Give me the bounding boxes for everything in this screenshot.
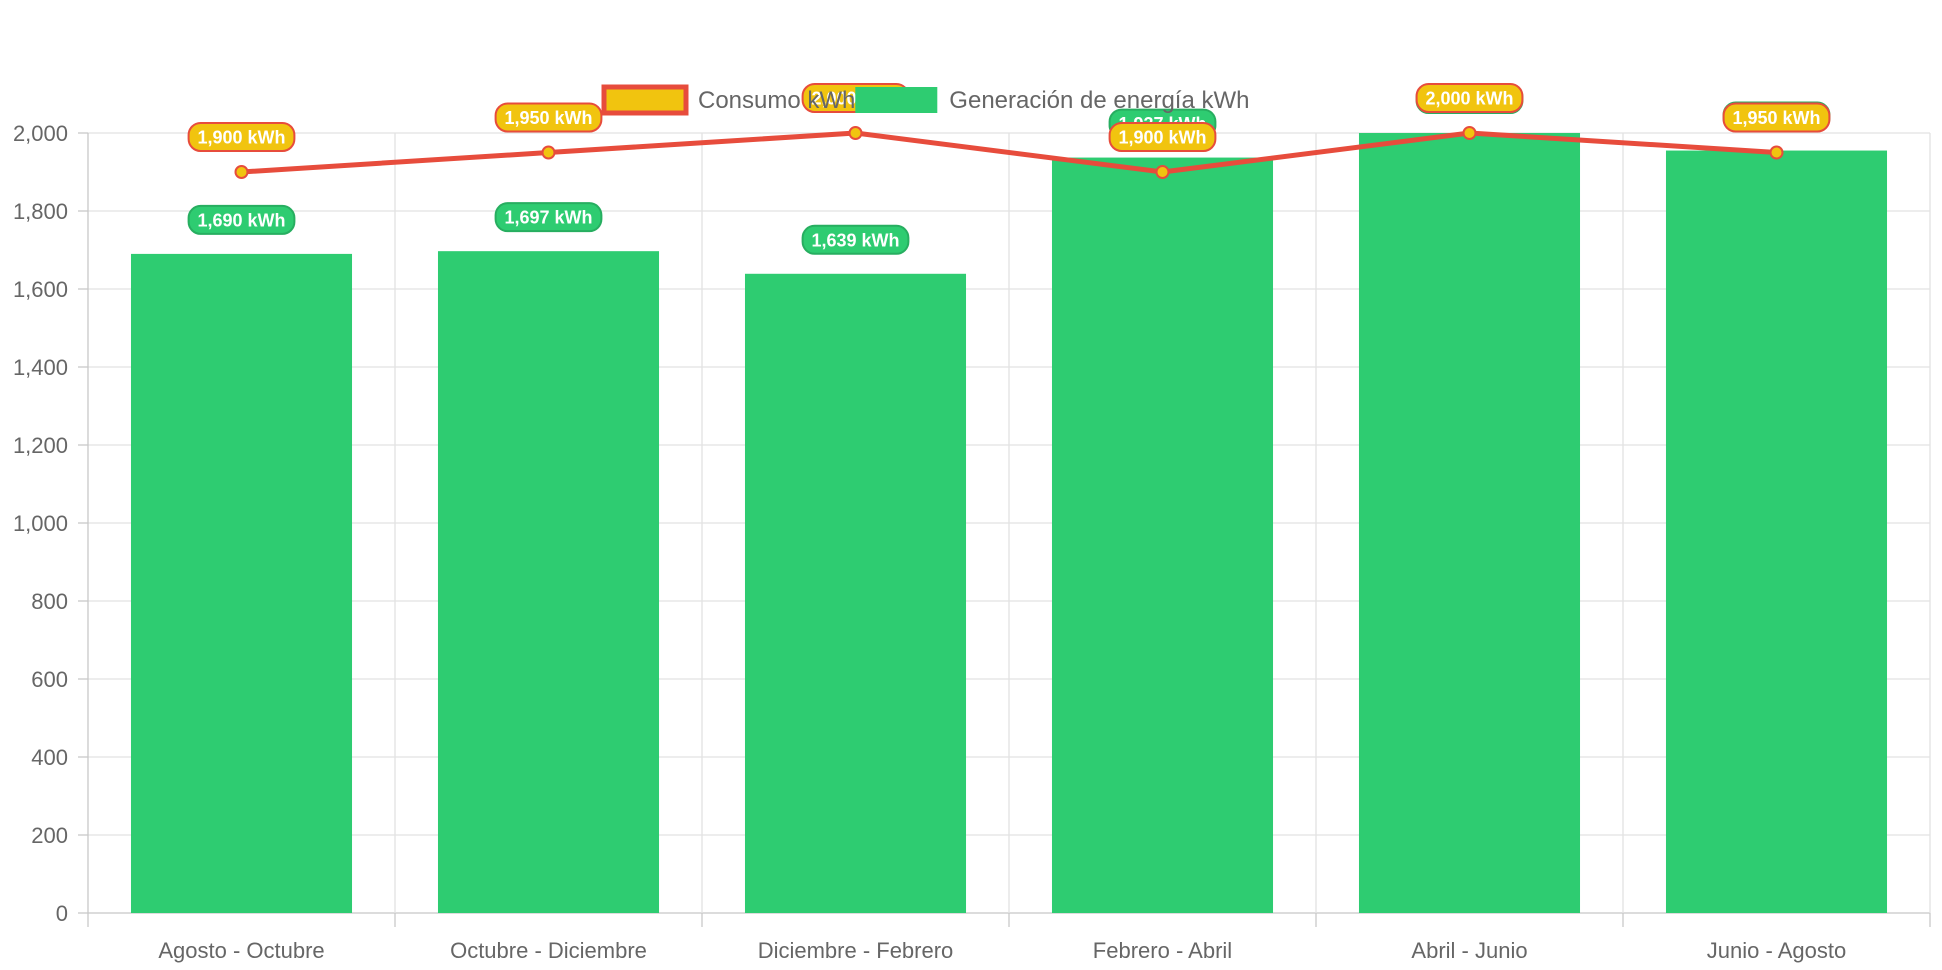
y-tick-label: 1,400 bbox=[13, 355, 68, 380]
y-tick-label: 1,000 bbox=[13, 511, 68, 536]
data-label-consumo-text: 2,000 kWh bbox=[1425, 89, 1513, 109]
y-tick-label: 0 bbox=[56, 901, 68, 926]
x-tick-label: Diciembre - Febrero bbox=[758, 938, 954, 963]
line-series-layer bbox=[234, 126, 1784, 179]
x-tick-label: Agosto - Octubre bbox=[158, 938, 324, 963]
x-tick-label: Abril - Junio bbox=[1411, 938, 1527, 963]
data-label-consumo-box bbox=[494, 102, 603, 133]
bar-generacion[interactable] bbox=[744, 273, 967, 913]
y-tick-label: 400 bbox=[31, 745, 68, 770]
bar-generacion[interactable] bbox=[1665, 150, 1888, 914]
grid-layer bbox=[87, 132, 1931, 914]
bar-generacion[interactable] bbox=[1358, 133, 1581, 913]
point-consumo[interactable] bbox=[1769, 145, 1784, 160]
bar-generacion[interactable] bbox=[1051, 157, 1274, 913]
legend-label: Generación de energía kWh bbox=[949, 87, 1249, 114]
y-tick-label: 200 bbox=[31, 823, 68, 848]
legend-item[interactable]: Generación de energía kWh bbox=[855, 87, 1249, 114]
data-label-consumo: 2,000 kWh bbox=[1415, 83, 1524, 113]
data-label-generacion: 1,697 kWh bbox=[494, 202, 603, 233]
y-tick-label: 800 bbox=[31, 589, 68, 614]
data-label-generacion-text: 1,697 kWh bbox=[504, 208, 592, 228]
data-label-generacion-box bbox=[187, 204, 296, 235]
legend-item[interactable]: Consumo kWh bbox=[601, 84, 855, 116]
bar-generacion[interactable] bbox=[437, 251, 660, 914]
data-label-consumo-box bbox=[1722, 102, 1831, 133]
data-label-generacion: 1,690 kWh bbox=[187, 204, 296, 235]
y-tick-label: 1,200 bbox=[13, 433, 68, 458]
y-tick-label: 1,600 bbox=[13, 277, 68, 302]
data-label-consumo-text: 1,900 kWh bbox=[197, 128, 285, 148]
data-label-consumo-text: 1,950 kWh bbox=[504, 108, 592, 128]
point-consumo[interactable] bbox=[541, 145, 556, 160]
data-label-consumo-text: 1,900 kWh bbox=[1118, 128, 1206, 148]
legend[interactable]: Consumo kWh Generación de energía kWh bbox=[601, 84, 1249, 116]
bar-series-layer bbox=[130, 133, 1888, 914]
point-consumo[interactable] bbox=[1155, 165, 1170, 179]
data-label-consumo-text: 1,950 kWh bbox=[1732, 108, 1820, 128]
x-tick-label: Junio - Agosto bbox=[1707, 938, 1846, 963]
data-label-consumo-box bbox=[1108, 122, 1217, 152]
legend-swatch-consumo bbox=[601, 84, 689, 116]
point-consumo[interactable] bbox=[234, 165, 249, 179]
point-consumo[interactable] bbox=[848, 126, 863, 140]
x-tick-label: Febrero - Abril bbox=[1093, 938, 1232, 963]
data-label-consumo: 1,900 kWh bbox=[187, 122, 296, 152]
legend-swatch-generacion bbox=[855, 87, 938, 113]
y-tick-label: 600 bbox=[31, 667, 68, 692]
y-tick-label: 1,800 bbox=[13, 199, 68, 224]
y-tick-label: 2,000 bbox=[13, 121, 68, 146]
data-label-generacion-text: 1,690 kWh bbox=[197, 210, 285, 230]
line-consumo[interactable] bbox=[241, 130, 1777, 175]
data-label-consumo-box bbox=[187, 122, 296, 152]
data-label-consumo-box bbox=[1415, 83, 1524, 113]
axis-layer: 0 200 400 600 800 1,000 1,200 1,400 1,600 1,800 2,… bbox=[13, 121, 1931, 963]
x-tick-label: Octubre - Diciembre bbox=[450, 938, 647, 963]
data-label-consumo: 1,950 kWh bbox=[494, 102, 603, 133]
data-label-generacion-box bbox=[801, 224, 910, 255]
data-label-generacion-box bbox=[494, 202, 603, 233]
data-label-generacion: 1,639 kWh bbox=[801, 224, 910, 255]
legend-label: Consumo kWh bbox=[698, 87, 855, 114]
point-consumo[interactable] bbox=[1462, 126, 1477, 140]
data-label-generacion-text: 1,639 kWh bbox=[811, 230, 899, 250]
data-label-consumo: 1,900 kWh bbox=[1108, 122, 1217, 152]
data-label-consumo: 1,950 kWh bbox=[1722, 102, 1831, 133]
bar-generacion[interactable] bbox=[130, 253, 353, 913]
